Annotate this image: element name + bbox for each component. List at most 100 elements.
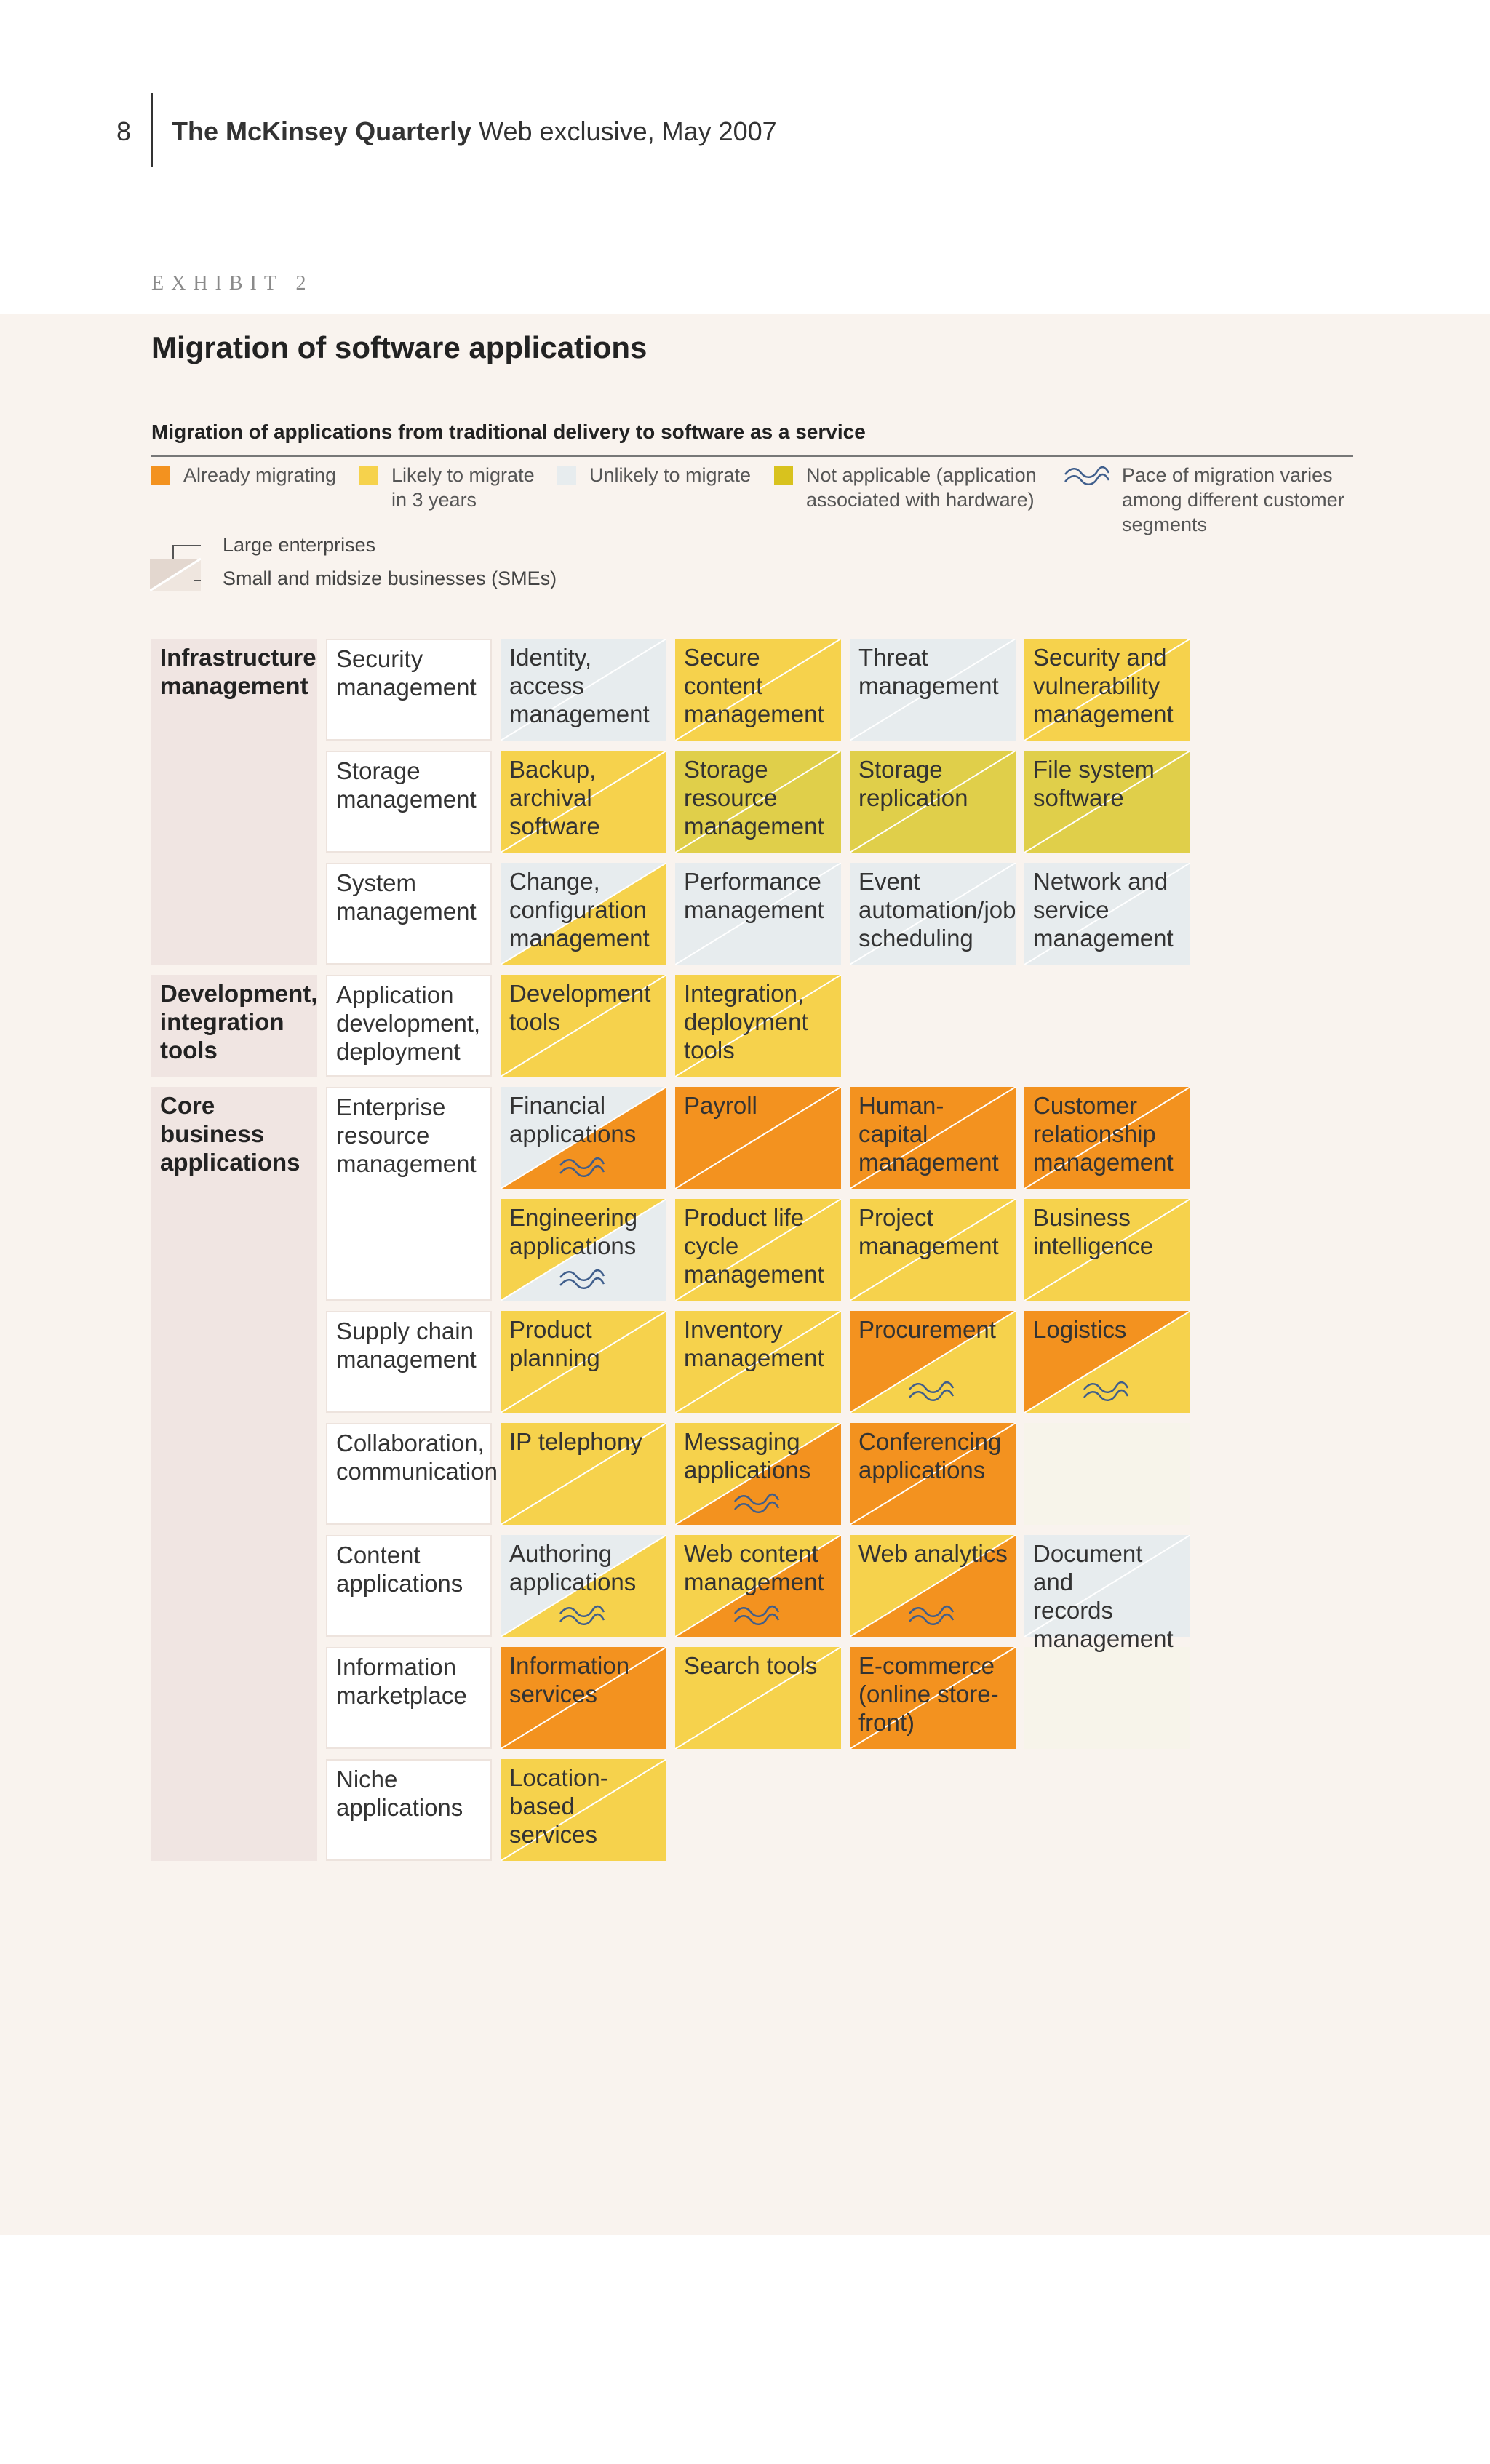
label-line: applications xyxy=(509,1568,637,1595)
legend-likely-line2: in 3 years xyxy=(391,489,477,511)
migration-swatch xyxy=(675,1423,841,1525)
cell-label: Conferencing applications xyxy=(858,1427,1010,1484)
subcategory-information-marketplace: Information marketplace xyxy=(326,1647,492,1749)
legend-label-already: Already migrating xyxy=(183,464,337,486)
migration-swatch xyxy=(675,975,841,1077)
label-line: management xyxy=(1033,701,1174,727)
label-line: management xyxy=(336,1346,477,1373)
cell-label: Project management xyxy=(858,1203,1010,1260)
diagonal-divider xyxy=(675,863,841,965)
key-large-enterprises: Large enterprises xyxy=(223,534,376,556)
migration-swatch xyxy=(850,863,1016,965)
diagonal-divider xyxy=(675,1199,841,1301)
app-cell-event-automation-job-scheduling: Event automation/job scheduling xyxy=(850,863,1016,965)
migration-swatch xyxy=(501,1759,666,1861)
subcategory-application-development-deployment: Application development, deployment xyxy=(326,975,492,1077)
label-line: management xyxy=(684,701,824,727)
app-cell-financial-applications: Financial applications xyxy=(501,1087,666,1189)
label-line: service xyxy=(1033,896,1109,923)
diagonal-divider xyxy=(850,1535,1016,1637)
cell-label: Change, configuration management xyxy=(509,867,661,952)
cell-label: Information marketplace xyxy=(336,1653,485,1710)
header-divider xyxy=(151,93,153,167)
legend-na-line2: associated with hardware) xyxy=(806,489,1035,511)
diagonal-divider xyxy=(1024,1535,1190,1637)
subcategory-supply-chain-management: Supply chain management xyxy=(326,1311,492,1413)
label-line: resource xyxy=(684,784,778,811)
category-infrastructure-management: Infrastructure management xyxy=(151,639,317,965)
cell-label: System management xyxy=(336,869,485,925)
migration-swatch xyxy=(675,863,841,965)
label-line: Procurement xyxy=(858,1316,996,1343)
wave-icon xyxy=(559,1157,605,1177)
diagonal-divider xyxy=(1024,863,1190,965)
label-line: Web content xyxy=(684,1540,818,1567)
cell-label: Procurement xyxy=(858,1315,1010,1344)
app-cell-customer-relationship-management: Customer relationship management xyxy=(1024,1087,1190,1189)
cell-label: Secure content management xyxy=(684,643,835,728)
migration-swatch xyxy=(850,751,1016,853)
cell-label: Payroll xyxy=(684,1091,835,1120)
wave-icon xyxy=(734,1493,780,1513)
diagonal-divider xyxy=(1024,1087,1190,1189)
label-line: tools xyxy=(509,1008,560,1035)
migration-swatch xyxy=(675,751,841,853)
migration-swatch xyxy=(675,639,841,741)
app-cell-inventory-management: Inventory management xyxy=(675,1311,841,1413)
label-line: configuration xyxy=(509,896,647,923)
label-line: communication xyxy=(336,1458,498,1485)
label-line: Logistics xyxy=(1033,1316,1127,1343)
app-cell-human-capital-management: Human-capital management xyxy=(850,1087,1016,1189)
label-line: tools xyxy=(684,1037,735,1064)
label-line: management xyxy=(1033,1149,1174,1176)
diagonal-divider xyxy=(501,639,666,741)
label-line: management xyxy=(336,1150,477,1177)
app-cell-threat-management: Threat management xyxy=(850,639,1016,741)
migration-swatch xyxy=(1024,639,1190,741)
diagonal-divider xyxy=(501,1423,666,1525)
label-line: replication xyxy=(858,784,968,811)
wave-icon xyxy=(559,1269,605,1289)
migration-swatch xyxy=(501,1199,666,1301)
migration-swatch xyxy=(501,863,666,965)
legend-label-likely: Likely to migrate in 3 years xyxy=(391,463,535,512)
diagonal-divider xyxy=(501,751,666,853)
label-line: Supply chain xyxy=(336,1317,474,1344)
migration-swatch xyxy=(850,1535,1016,1637)
label-line: Collaboration, xyxy=(336,1430,485,1456)
migration-swatch xyxy=(675,1311,841,1413)
migration-swatch xyxy=(850,1311,1016,1413)
label-line: applications xyxy=(858,1456,986,1483)
diagonal-divider xyxy=(850,1087,1016,1189)
label-line: Network and xyxy=(1033,868,1168,895)
diagonal-divider xyxy=(675,1423,841,1525)
cell-label: Enterprise resource management xyxy=(336,1093,485,1178)
diagonal-divider xyxy=(675,1535,841,1637)
label-line: Information xyxy=(509,1652,630,1679)
label-line: Authoring xyxy=(509,1540,613,1567)
label-line: services xyxy=(509,1821,598,1848)
app-cell-messaging-applications: Messaging applications xyxy=(675,1423,841,1525)
migration-swatch xyxy=(501,1311,666,1413)
label-line: applications xyxy=(160,1149,300,1176)
cell-label: Web content management xyxy=(684,1539,835,1596)
migration-swatch xyxy=(675,1647,841,1749)
migration-swatch xyxy=(675,1535,841,1637)
label-line: software xyxy=(509,813,600,840)
cell-label: Backup, archival software xyxy=(509,755,661,840)
diagonal-divider xyxy=(850,751,1016,853)
wave-icon xyxy=(559,1605,605,1625)
diagonal-divider xyxy=(501,975,666,1077)
label-line: applications xyxy=(509,1232,637,1259)
label-line: Web analytics xyxy=(858,1540,1008,1567)
diagonal-divider xyxy=(1024,1311,1190,1413)
label-line: applications xyxy=(336,1570,463,1597)
label-line: Content xyxy=(336,1542,421,1568)
migration-swatch xyxy=(675,1199,841,1301)
diagonal-divider xyxy=(675,1087,841,1189)
cell-label: Information services xyxy=(509,1651,661,1708)
wave-icon xyxy=(909,1605,955,1625)
app-cell-storage-resource-management: Storage resource management xyxy=(675,751,841,853)
migration-swatch xyxy=(501,751,666,853)
app-cell-conferencing-applications: Conferencing applications xyxy=(850,1423,1016,1525)
